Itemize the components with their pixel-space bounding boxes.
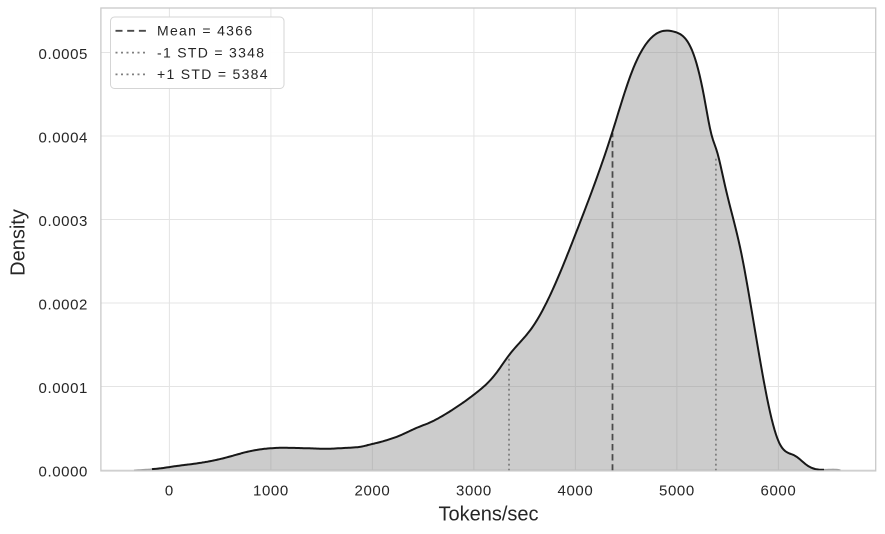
svg-text:6000: 6000 xyxy=(761,483,797,500)
svg-text:0: 0 xyxy=(165,483,174,500)
svg-text:0.0001: 0.0001 xyxy=(39,380,88,397)
svg-text:+1 STD = 5384: +1 STD = 5384 xyxy=(157,66,269,82)
svg-text:0.0002: 0.0002 xyxy=(39,297,88,314)
svg-text:Mean = 4366: Mean = 4366 xyxy=(157,23,253,39)
svg-text:0.0000: 0.0000 xyxy=(39,464,88,481)
svg-text:0.0005: 0.0005 xyxy=(39,46,88,63)
svg-text:2000: 2000 xyxy=(355,483,391,500)
svg-text:1000: 1000 xyxy=(253,483,289,500)
svg-text:3000: 3000 xyxy=(456,483,492,500)
svg-text:0.0004: 0.0004 xyxy=(39,130,88,147)
svg-text:Tokens/sec: Tokens/sec xyxy=(438,503,538,525)
svg-text:Density: Density xyxy=(8,209,30,276)
svg-text:-1 STD = 3348: -1 STD = 3348 xyxy=(157,44,265,60)
svg-text:0.0003: 0.0003 xyxy=(39,213,88,230)
svg-text:4000: 4000 xyxy=(558,483,594,500)
svg-text:5000: 5000 xyxy=(659,483,695,500)
